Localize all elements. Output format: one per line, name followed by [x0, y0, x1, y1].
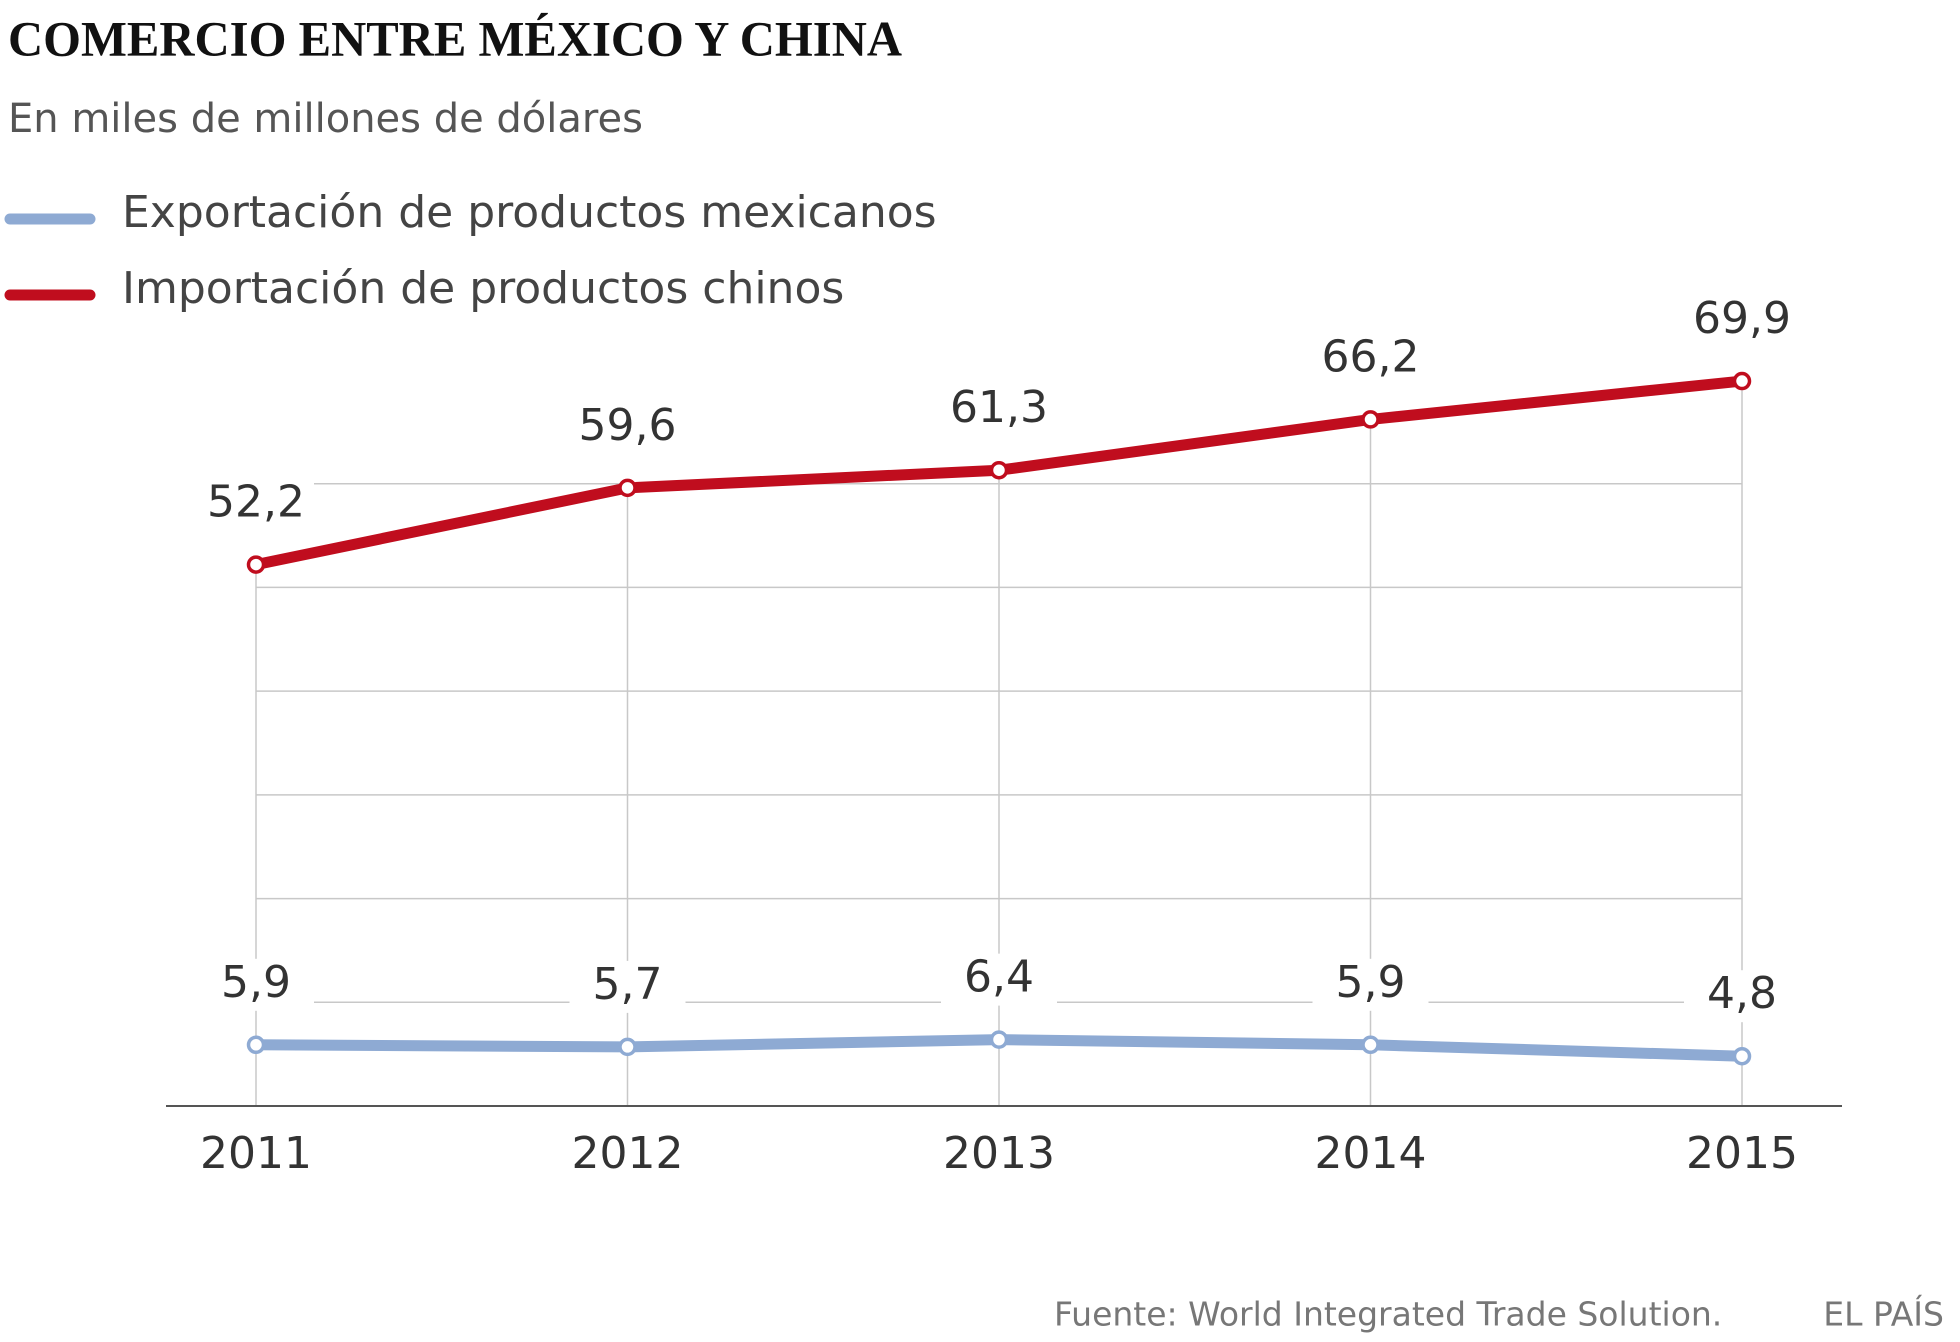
label-bg	[1312, 333, 1429, 386]
value-label: 5,9	[1336, 957, 1406, 1008]
label-bg	[198, 478, 314, 531]
point	[1732, 371, 1752, 391]
legend-label: Exportación de productos mexicanos	[122, 187, 937, 238]
point	[989, 460, 1009, 480]
value-label: 5,9	[221, 957, 291, 1008]
label-bg	[198, 958, 314, 1011]
x-tick-label: 2013	[943, 1128, 1055, 1179]
point	[618, 478, 637, 498]
value-label: 4,8	[1707, 968, 1777, 1019]
x-tick-label: 2011	[200, 1128, 312, 1179]
x-tick-label: 2015	[1686, 1128, 1798, 1179]
point	[1361, 410, 1380, 429]
label-bg	[569, 960, 686, 1013]
label-bg	[941, 953, 1057, 1006]
point	[1732, 1046, 1752, 1066]
label-bg	[1312, 958, 1429, 1011]
legend-label: Importación de productos chinos	[122, 263, 844, 314]
point	[1361, 1035, 1380, 1055]
label-bg	[941, 384, 1057, 437]
value-label: 52,2	[207, 477, 305, 528]
point	[246, 555, 266, 574]
value-label: 66,2	[1322, 331, 1420, 382]
credit: EL PAÍS	[1823, 1294, 1944, 1334]
value-label: 59,6	[579, 400, 677, 451]
point	[246, 1035, 266, 1055]
source: Fuente: World Integrated Trade Solution.	[1054, 1295, 1722, 1334]
label-bg	[1684, 295, 1800, 348]
label-bg	[1684, 970, 1800, 1023]
value-label: 69,9	[1693, 293, 1791, 344]
x-tick-label: 2014	[1315, 1128, 1427, 1179]
point	[618, 1037, 637, 1057]
chart-title: COMERCIO ENTRE MÉXICO Y CHINA	[8, 10, 902, 66]
x-tick-label: 2012	[572, 1128, 684, 1179]
label-bg	[569, 401, 686, 454]
value-label: 61,3	[950, 382, 1048, 433]
value-label: 6,4	[964, 952, 1034, 1003]
chart-subtitle: En miles de millones de dólares	[8, 96, 643, 142]
value-label: 5,7	[593, 959, 663, 1010]
point	[989, 1030, 1009, 1049]
